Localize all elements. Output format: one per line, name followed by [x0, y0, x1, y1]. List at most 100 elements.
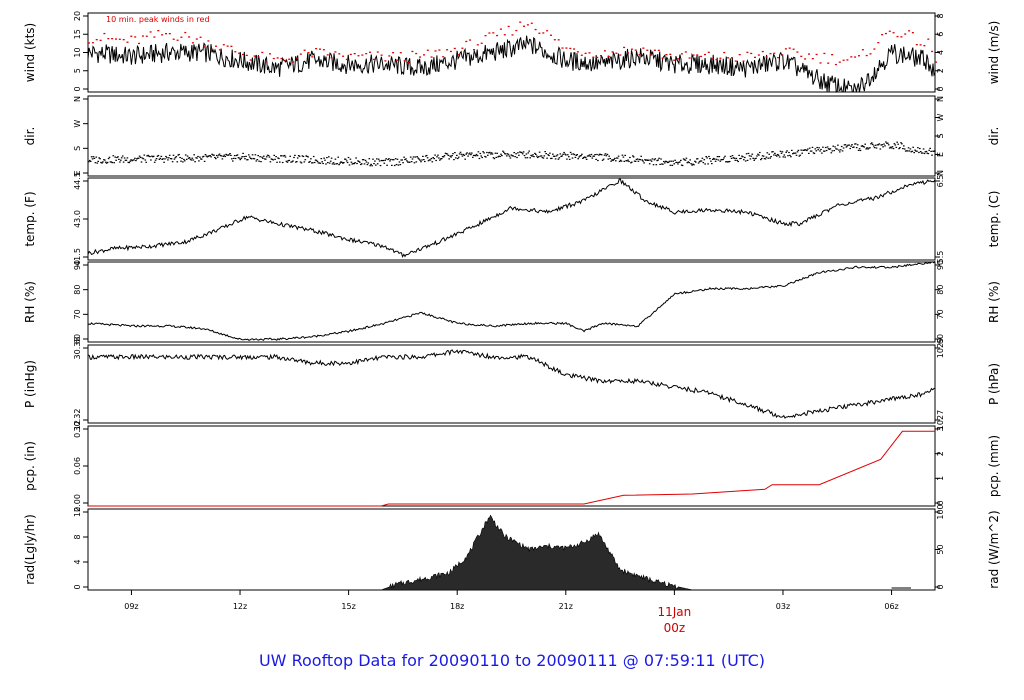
wind-peak-point [172, 38, 175, 40]
direction-point [641, 159, 643, 161]
direction-point [269, 161, 272, 163]
direction-point [788, 151, 790, 154]
wind-peak-point [145, 35, 148, 37]
direction-point [585, 158, 588, 160]
direction-point [722, 158, 724, 161]
dir-y2axis-label-1: E [936, 152, 945, 157]
wind-peak-point [315, 48, 318, 50]
direction-point [174, 157, 177, 159]
wind-peak-point [515, 29, 518, 32]
direction-point [691, 164, 693, 166]
direction-point [243, 156, 245, 158]
direction-point [522, 151, 525, 153]
wind-peak-point [665, 54, 668, 56]
direction-point [603, 154, 606, 156]
direction-point [263, 155, 265, 157]
radiation-y2axis-label-1: 50 [936, 544, 945, 554]
direction-point [846, 145, 849, 147]
direction-point [538, 151, 541, 153]
direction-point [914, 149, 916, 151]
direction-point [422, 155, 424, 157]
wind-peak-point [754, 56, 756, 58]
direction-point [376, 158, 378, 160]
direction-point [374, 160, 376, 162]
direction-point [439, 159, 441, 161]
direction-point [442, 156, 445, 158]
direction-point [396, 158, 399, 160]
direction-point [361, 159, 364, 161]
direction-point [235, 154, 238, 157]
wind-peak-point [773, 52, 776, 54]
direction-point [350, 161, 353, 163]
direction-point [219, 155, 222, 157]
direction-point [835, 148, 837, 150]
direction-point [180, 160, 182, 162]
direction-point [379, 165, 382, 167]
direction-point [598, 154, 600, 156]
x-axis-label-0: 09z [124, 602, 138, 611]
direction-point [692, 163, 694, 165]
panel-frame-0 [87, 12, 936, 93]
wind-peak-point [873, 48, 876, 50]
direction-point [819, 150, 821, 152]
wind-peak-point [326, 54, 329, 56]
direction-point [136, 158, 138, 160]
direction-point [532, 154, 534, 156]
wind-peak-point [303, 49, 306, 51]
direction-point [257, 155, 259, 157]
direction-point [247, 159, 249, 161]
direction-point [664, 160, 667, 162]
direction-point [808, 152, 810, 154]
direction-point [527, 152, 530, 154]
direction-point [283, 154, 286, 157]
direction-point [364, 159, 367, 161]
direction-point [220, 155, 223, 157]
direction-point [335, 163, 338, 165]
direction-point [117, 156, 119, 158]
direction-point [831, 150, 834, 152]
wind-peak-point [115, 38, 117, 40]
direction-point [863, 146, 866, 148]
direction-point [179, 156, 181, 159]
direction-point [769, 157, 771, 159]
direction-point [177, 154, 179, 156]
direction-point [864, 143, 866, 145]
wind-peak-point [884, 32, 887, 35]
direction-point [561, 155, 563, 157]
direction-point [664, 162, 666, 164]
direction-point [535, 153, 537, 155]
pressure-line [87, 349, 936, 419]
direction-point [343, 162, 345, 164]
direction-point [894, 144, 897, 146]
direction-point [606, 153, 609, 155]
direction-point [734, 159, 737, 161]
wind-peak-point [838, 61, 841, 63]
direction-point [240, 157, 243, 159]
direction-point [720, 159, 722, 161]
direction-point [665, 161, 668, 163]
direction-point [98, 157, 100, 159]
direction-point [627, 159, 629, 161]
direction-point [523, 155, 526, 157]
direction-point [733, 157, 736, 159]
direction-point [784, 156, 786, 158]
direction-point [102, 161, 104, 163]
direction-point [715, 158, 718, 160]
direction-point [262, 157, 264, 159]
wind-yaxis-label-0: 0 [73, 86, 82, 91]
direction-point [892, 148, 895, 150]
direction-point [634, 160, 637, 162]
direction-point [565, 154, 567, 156]
direction-point [387, 158, 389, 161]
direction-point [600, 153, 602, 156]
pressure-y2axis-label-0: 1027 [936, 410, 945, 430]
direction-point [164, 158, 166, 160]
dir-ylabel: dir. [23, 127, 37, 146]
wind-peak-point [434, 50, 437, 52]
direction-point [909, 148, 912, 150]
direction-point [794, 152, 797, 154]
direction-point [839, 149, 842, 151]
direction-point [933, 150, 935, 152]
direction-point [915, 150, 917, 152]
direction-point [308, 161, 310, 163]
